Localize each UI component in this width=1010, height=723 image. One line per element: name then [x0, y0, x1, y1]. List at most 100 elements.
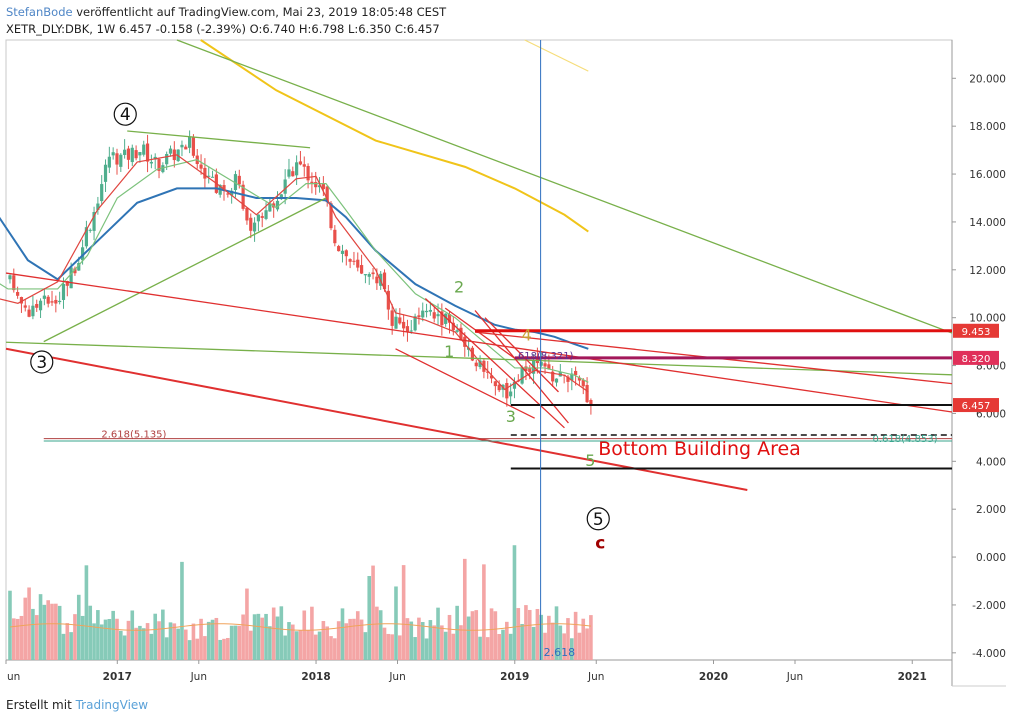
x-tick-label: Jun: [190, 671, 207, 683]
wave-label-circle: [113, 102, 137, 126]
volume-bar: [420, 622, 425, 660]
trendline: [5, 272, 953, 413]
x-tick-label: 2018: [301, 671, 330, 683]
volume-bar: [233, 625, 238, 660]
volume-bar: [122, 635, 127, 660]
candle-body: [367, 274, 371, 277]
author-name[interactable]: StefanBode: [6, 5, 73, 19]
volume-bar: [333, 638, 337, 660]
wave-label: 1: [444, 342, 454, 361]
candle-body: [363, 274, 368, 276]
x-tick-label: Jun: [587, 671, 604, 683]
trendline: [5, 341, 953, 376]
candle-body: [199, 164, 203, 169]
volume-bar: [145, 623, 150, 660]
published-info: veröffentlicht auf TradingView.com, Mai …: [76, 5, 447, 19]
ohlc-values: O:6.740 H:6.798 L:6.350 C:6.457: [249, 22, 440, 36]
candle-body: [103, 164, 108, 182]
candle-body: [100, 184, 104, 202]
candle-body: [478, 360, 482, 368]
volume-bars: [8, 545, 593, 660]
candle-body: [447, 314, 452, 323]
price-tag: [953, 398, 999, 413]
y-tick-label: 14.000: [969, 217, 1006, 229]
candle-body: [161, 165, 165, 173]
candle-body: [226, 193, 230, 195]
volume-bar: [153, 613, 158, 660]
volume-bar: [161, 609, 165, 660]
volume-bar: [405, 618, 410, 660]
candle-body: [54, 299, 58, 304]
volume-bar: [210, 619, 215, 660]
volume-bar: [187, 640, 192, 660]
price-tag: [953, 323, 999, 338]
candle-body: [73, 268, 77, 274]
volume-bar: [168, 622, 173, 660]
candle-body: [333, 229, 337, 244]
volume-bar: [516, 608, 521, 660]
tradingview-logo[interactable]: TradingView: [75, 698, 149, 712]
volume-bar: [34, 615, 39, 660]
volume-bar: [164, 637, 169, 660]
volume-bar: [455, 605, 459, 660]
volume-bar: [371, 565, 375, 660]
volume-bar: [321, 621, 326, 660]
candle-body: [325, 186, 329, 203]
x-tick-label: un: [7, 671, 20, 683]
candle-body: [8, 275, 12, 280]
candle-body: [528, 368, 532, 372]
candle-body: [505, 382, 509, 399]
volume-bar: [183, 629, 188, 660]
trendline: [43, 197, 327, 343]
candle-body: [432, 312, 436, 319]
volume-bar: [73, 614, 77, 660]
volume-bar: [367, 576, 372, 660]
candle-body: [142, 144, 146, 155]
candle-body: [203, 167, 207, 179]
candle-body: [409, 330, 413, 332]
volume-bar: [336, 621, 341, 660]
volume-bar: [566, 618, 570, 660]
wave-label-circle: [586, 507, 610, 531]
volume-bar: [256, 613, 261, 660]
candle-body: [23, 305, 27, 308]
volume-bar: [394, 586, 398, 660]
volume-bar: [191, 623, 196, 660]
volume-bar: [302, 610, 307, 660]
volume-bar: [344, 623, 349, 660]
candle-body: [237, 175, 241, 185]
candle-body: [581, 380, 585, 387]
candle-body: [119, 154, 123, 167]
candle-body: [241, 184, 245, 209]
candle-body: [440, 311, 444, 326]
volume-bar: [451, 633, 456, 660]
candle-body: [38, 300, 43, 311]
volume-bar: [103, 619, 108, 660]
volume-bar: [355, 611, 360, 660]
candle-body: [566, 376, 570, 382]
volume-bar: [283, 635, 287, 660]
candle-body: [126, 148, 131, 160]
volume-average-line: [9, 623, 591, 631]
price-tag-label: 8.320: [962, 354, 991, 365]
volume-bar: [76, 594, 81, 660]
candle-body: [50, 301, 54, 303]
candle-body: [260, 216, 264, 218]
candle-body: [470, 347, 475, 361]
candle-body: [428, 309, 432, 312]
trendline: [444, 307, 516, 359]
volume-bar: [115, 618, 119, 660]
fib-time-label: 2.618: [544, 646, 576, 659]
volume-bar: [271, 607, 276, 660]
volume-bar: [531, 626, 536, 660]
wave-label: 5: [585, 451, 595, 470]
candle-body: [16, 292, 20, 296]
volume-bar: [535, 608, 540, 660]
chart-header-line-2: XETR_DLY:DBK, 1W 6.457 -0.158 (-2.39%) O…: [6, 22, 440, 36]
candle-body: [107, 156, 111, 168]
candle-body: [245, 207, 249, 221]
volume-bar: [329, 636, 333, 660]
x-tick-label: 2021: [898, 671, 927, 683]
volume-bar: [199, 618, 203, 660]
